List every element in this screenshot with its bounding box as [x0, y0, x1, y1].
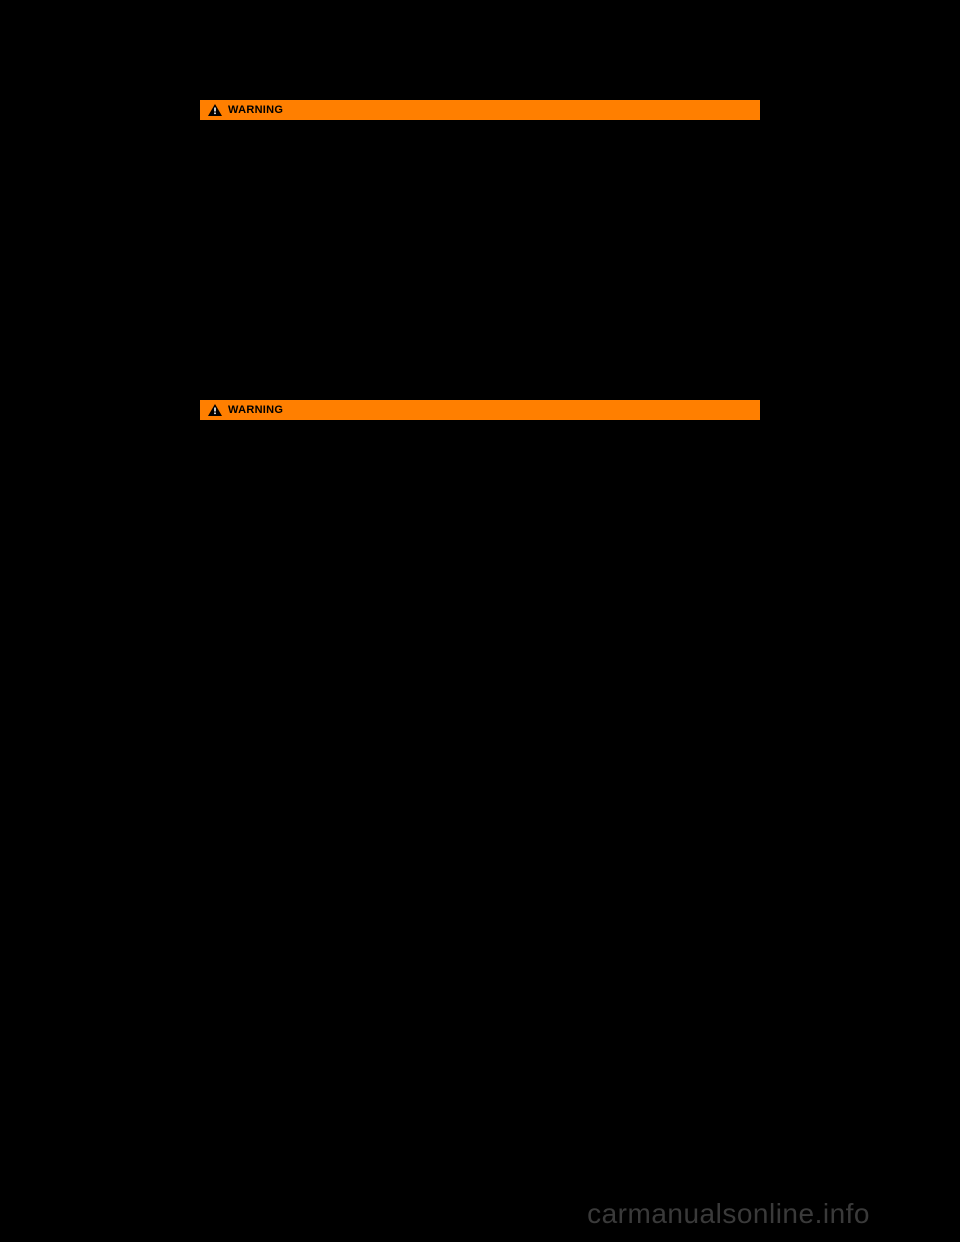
- warning-bar-1: WARNING: [200, 100, 760, 120]
- page-content: WARNING WARNING: [200, 100, 760, 420]
- warning-label: WARNING: [228, 404, 283, 416]
- watermark-text: carmanualsonline.info: [587, 1198, 870, 1230]
- warning-label: WARNING: [228, 104, 283, 116]
- warning-bar-2: WARNING: [200, 400, 760, 420]
- warning-triangle-icon: [208, 404, 222, 416]
- warning-triangle-icon: [208, 104, 222, 116]
